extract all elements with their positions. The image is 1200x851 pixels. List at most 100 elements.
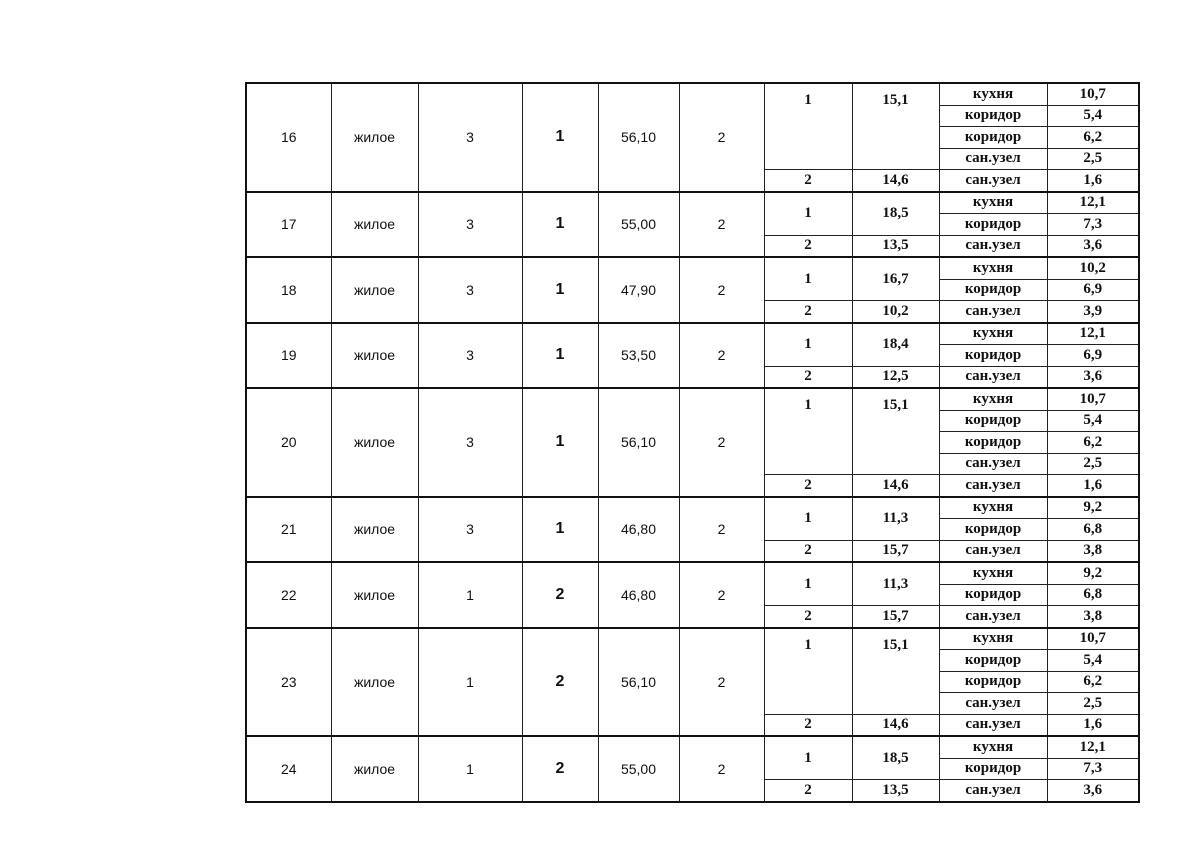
aux-room-area: 2,5 <box>1046 692 1140 715</box>
room2-area: 15,7 <box>851 539 940 563</box>
aux-room-name: коридор <box>938 757 1048 780</box>
unit-type: жилое <box>330 256 419 323</box>
room1-number: 1 <box>763 321 853 367</box>
room2-number: 2 <box>763 605 853 628</box>
unit-type: жилое <box>330 190 419 258</box>
aux-room-area: 6,8 <box>1046 518 1140 541</box>
unit-col3: 1 <box>417 561 523 628</box>
aux-room-area: 5,4 <box>1046 649 1140 672</box>
table-row: 2 12,5 сан.узел 3,6 <box>246 365 1140 389</box>
table-row: коридор 6,8 <box>246 583 1140 606</box>
unit-col4: 1 <box>521 321 599 389</box>
unit-col3: 3 <box>417 495 523 563</box>
aux-room-area: 3,6 <box>1046 365 1140 389</box>
unit-col4: 1 <box>521 387 599 497</box>
aux-room-area: 12,1 <box>1046 735 1140 759</box>
aux-room-name: сан.узел <box>938 692 1048 715</box>
aux-room-area: 9,2 <box>1046 495 1140 519</box>
room2-area: 14,6 <box>851 713 940 737</box>
aux-room-name: кухня <box>938 626 1048 650</box>
unit-area: 56,10 <box>597 626 680 737</box>
unit-rooms: 2 <box>678 321 765 389</box>
table-row: коридор 5,4 <box>246 104 1140 127</box>
room2-area: 13,5 <box>851 779 940 802</box>
aux-room-name: коридор <box>938 583 1048 606</box>
aux-room-name: кухня <box>938 82 1048 106</box>
unit-col4: 1 <box>521 495 599 563</box>
room2-number: 2 <box>763 365 853 389</box>
table-row: 23 жилое 1 2 56,10 2 1 15,1 кухня 10,7 <box>245 626 1140 737</box>
room2-number: 2 <box>763 474 853 497</box>
room1-number: 1 <box>763 495 853 541</box>
aux-room-name: коридор <box>938 670 1048 693</box>
aux-room-area: 2,5 <box>1046 452 1140 475</box>
table-row: 18 жилое 3 1 47,90 2 1 16,7 кухня 10,2 <box>245 256 1140 323</box>
room2-number: 2 <box>763 234 853 258</box>
table-row: 20 жилое 3 1 56,10 2 1 15,1 кухня 10,7 <box>245 387 1140 497</box>
aux-room-area: 6,2 <box>1046 126 1140 149</box>
table-row: 19 жилое 3 1 53,50 2 1 18,4 кухня 12,1 <box>245 321 1140 389</box>
unit-number: 19 <box>245 321 332 389</box>
aux-room-name: коридор <box>938 431 1048 454</box>
aux-room-area: 3,8 <box>1046 605 1140 628</box>
room1-area: 18,5 <box>851 735 940 780</box>
unit-area: 53,50 <box>597 321 680 389</box>
room2-number: 2 <box>763 539 853 563</box>
unit-col4: 1 <box>521 256 599 323</box>
table-row: коридор 5,4 <box>246 649 1140 672</box>
aux-room-name: коридор <box>938 649 1048 672</box>
room2-number: 2 <box>763 169 853 192</box>
aux-room-name: коридор <box>938 518 1048 541</box>
aux-room-area: 12,1 <box>1046 190 1140 214</box>
unit-type: жилое <box>330 387 419 497</box>
unit-col4: 1 <box>521 190 599 258</box>
aux-room-name: кухня <box>938 495 1048 519</box>
aux-room-area: 3,9 <box>1046 300 1140 323</box>
room1-area: 15,1 <box>851 626 940 715</box>
table-row: коридор 6,2 <box>246 431 1140 454</box>
unit-rooms: 2 <box>678 256 765 323</box>
room1-number: 1 <box>763 256 853 301</box>
unit-area: 56,10 <box>597 387 680 497</box>
unit-rooms: 2 <box>678 735 765 802</box>
aux-room-name: кухня <box>938 190 1048 214</box>
aux-room-name: сан.узел <box>938 452 1048 475</box>
aux-room-area: 6,2 <box>1046 431 1140 454</box>
unit-area: 46,80 <box>597 561 680 628</box>
aux-room-name: сан.узел <box>938 605 1048 628</box>
table-row: сан.узел 2,5 <box>246 147 1140 170</box>
unit-col4: 2 <box>521 735 599 802</box>
aux-room-area: 12,1 <box>1046 321 1140 345</box>
unit-area: 47,90 <box>597 256 680 323</box>
table-row: 2 14,6 сан.узел 1,6 <box>246 474 1140 497</box>
unit-number: 22 <box>245 561 332 628</box>
table-row: 24 жилое 1 2 55,00 2 1 18,5 кухня 12,1 <box>245 735 1140 802</box>
table-row: коридор 7,3 <box>246 757 1140 780</box>
room2-area: 14,6 <box>851 169 940 192</box>
aux-room-name: кухня <box>938 735 1048 759</box>
aux-room-name: сан.узел <box>938 779 1048 802</box>
table-row: сан.узел 2,5 <box>246 692 1140 715</box>
table-row: коридор 6,9 <box>246 344 1140 367</box>
aux-room-name: сан.узел <box>938 365 1048 389</box>
aux-room-name: кухня <box>938 387 1048 411</box>
room1-area: 11,3 <box>851 561 940 606</box>
unit-rooms: 2 <box>678 82 765 192</box>
unit-col3: 3 <box>417 190 523 258</box>
table-row: 17 жилое 3 1 55,00 2 1 18,5 кухня 12,1 <box>245 190 1140 258</box>
table-row: коридор 7,3 <box>246 213 1140 236</box>
aux-room-name: сан.узел <box>938 713 1048 737</box>
aux-room-name: сан.узел <box>938 147 1048 170</box>
room1-number: 1 <box>763 561 853 606</box>
unit-number: 21 <box>245 495 332 563</box>
aux-room-name: коридор <box>938 104 1048 127</box>
unit-rooms: 2 <box>678 495 765 563</box>
aux-room-name: коридор <box>938 409 1048 432</box>
room2-area: 10,2 <box>851 300 940 323</box>
aux-room-area: 10,7 <box>1046 82 1140 106</box>
unit-type: жилое <box>330 626 419 737</box>
unit-number: 20 <box>245 387 332 497</box>
unit-type: жилое <box>330 735 419 802</box>
room1-number: 1 <box>763 735 853 780</box>
aux-room-name: сан.узел <box>938 300 1048 323</box>
